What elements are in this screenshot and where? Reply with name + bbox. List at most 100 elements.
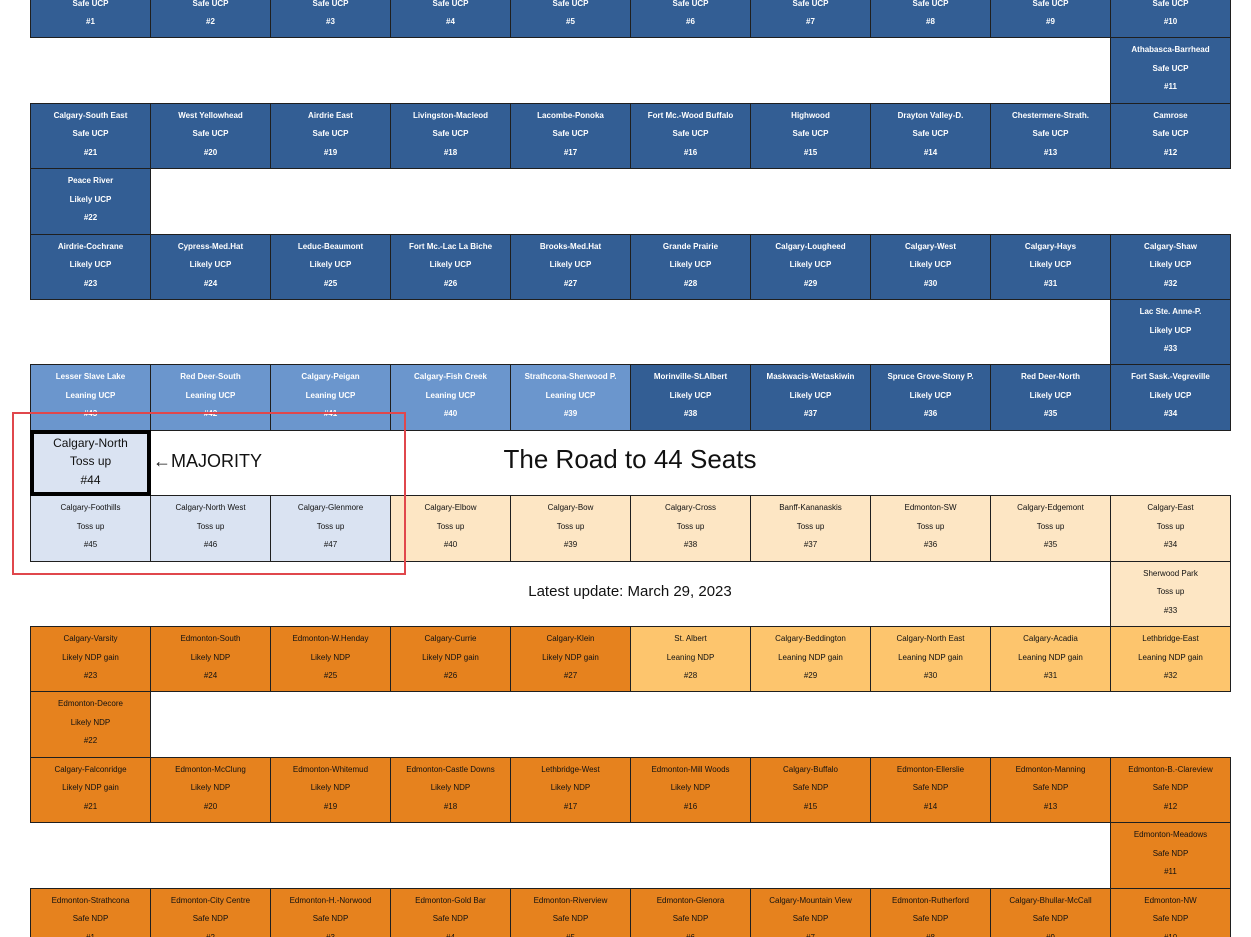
cell-num: #25 (323, 671, 338, 680)
cell-num: #5 (566, 17, 575, 26)
cell-num: #10 (1111, 929, 1230, 937)
cell-num: #27 (563, 278, 578, 288)
cell-name: Edmonton-SW (904, 503, 957, 513)
cell-status: Safe NDP (312, 914, 349, 924)
riding-cell: Airdrie East Safe UCP #19 (270, 102, 391, 170)
majority-annotation: ←MAJORITY (153, 451, 263, 471)
riding-cell: Lethbridge-East Leaning NDP gain #32 (1110, 626, 1231, 693)
cell-num: #40 (443, 540, 458, 550)
riding-cell: St. Albert Leaning NDP #28 (630, 626, 751, 693)
cell-name: Edmonton-Rutherford (892, 895, 969, 905)
cell-name: Livingston-Macleod (412, 110, 489, 120)
cell-status: Toss up (1036, 521, 1065, 531)
cell-status: Safe NDP (1032, 914, 1069, 924)
cell-status: Safe UCP (1152, 0, 1189, 8)
riding-cell: Calgary-Falconridge Likely NDP gain #21 (30, 756, 151, 824)
cell-status: Leaning UCP (545, 390, 596, 400)
cell-name: Edmonton-Glenora (656, 895, 725, 905)
riding-cell: Calgary-Glenmore Toss up #47 (270, 495, 391, 562)
cell-name: Cypress-Med.Hat (177, 241, 244, 251)
cell-name: Lethbridge-East (1142, 634, 1199, 643)
riding-cell: Edmonton-Manning Safe NDP #13 (990, 756, 1111, 824)
riding-cell: Safe UCP #6 (630, 0, 751, 39)
riding-cell: Calgary-Edgemont Toss up #35 (990, 495, 1111, 562)
cell-status: Leaning UCP (185, 390, 236, 400)
riding-cell: Cypress-Med.Hat Likely UCP #24 (150, 233, 271, 300)
riding-cell: Maskwacis-Wetaskiwin Likely UCP #37 (750, 364, 871, 431)
cell-status: Safe UCP (312, 0, 349, 8)
cell-status: Safe UCP (432, 129, 469, 139)
cell-status: Leaning NDP gain (898, 652, 963, 662)
cell-name: Edmonton-City Centre (170, 895, 251, 905)
riding-cell: Camrose Safe UCP #12 (1110, 102, 1231, 170)
riding-cell: Morinville-St.Albert Likely UCP #38 (630, 364, 751, 431)
riding-cell: Safe UCP #7 (750, 0, 871, 39)
riding-cell: Safe UCP #2 (150, 0, 271, 39)
riding-cell: Lacombe-Ponoka Safe UCP #17 (510, 102, 631, 170)
riding-cell: Strathcona-Sherwood P. Leaning UCP #39 (510, 364, 631, 431)
cell-num: #46 (203, 540, 218, 550)
riding-cell: Edmonton-Castle Downs Likely NDP #18 (390, 756, 511, 824)
cell-num: #10 (1163, 17, 1178, 26)
cell-status: Safe UCP (192, 129, 229, 139)
cell-num: #2 (206, 17, 215, 26)
cell-num: #1 (86, 17, 95, 26)
cell-num: #29 (803, 278, 818, 288)
cell-status: Safe UCP (312, 129, 349, 139)
cell-name: Maskwacis-Wetaskiwin (766, 372, 855, 382)
cell-name: Edmonton-Riverview (533, 895, 608, 905)
cell-status: Safe NDP (912, 783, 949, 793)
cell-num: #21 (83, 147, 98, 157)
riding-cell: Calgary-Beddington Leaning NDP gain #29 (750, 626, 871, 693)
cell-status: Likely UCP (909, 390, 952, 400)
cell-num: #39 (563, 409, 578, 419)
cell-num: #40 (443, 409, 458, 419)
cell-status: Likely NDP (70, 717, 111, 727)
cell-status: Likely UCP (669, 390, 712, 400)
cell-status: Safe NDP (192, 914, 229, 924)
cell-name: Calgary-Hays (1024, 241, 1077, 251)
cell-name: Athabasca-Barrhead (1131, 45, 1210, 55)
cell-num: #24 (203, 671, 218, 680)
cell-name: Calgary-Edgemont (1017, 503, 1084, 513)
cell-num: #45 (83, 540, 98, 550)
cell-status: Likely UCP (669, 260, 712, 270)
riding-cell: Calgary-Fish Creek Leaning UCP #40 (390, 364, 511, 431)
cell-num: #37 (803, 409, 818, 419)
cell-status: Safe UCP (1032, 129, 1069, 139)
cell-status: Likely NDP (310, 783, 351, 793)
cell-num: #9 (1046, 17, 1055, 26)
cell-name: Edmonton-Gold Bar (415, 895, 486, 905)
cell-name: Calgary-West (905, 241, 956, 251)
cell-status: Leaning NDP gain (778, 652, 843, 662)
cell-name: Spruce Grove-Stony P. (887, 372, 974, 382)
cell-status: Toss up (76, 521, 105, 531)
cell-num: #19 (323, 801, 338, 811)
cell-status: Safe NDP (432, 914, 469, 924)
cell-num: #47 (323, 540, 338, 550)
riding-cell: Edmonton-Mill Woods Likely NDP #16 (630, 756, 751, 824)
cell-num: #34 (1163, 409, 1178, 419)
cell-num: #23 (83, 278, 98, 288)
cell-name: Edmonton-McClung (175, 764, 246, 774)
riding-cell: Leduc-Beaumont Likely UCP #25 (270, 233, 391, 300)
cell-num: #13 (1043, 147, 1058, 157)
cell-num: #14 (923, 801, 938, 811)
riding-cell: Calgary-Lougheed Likely UCP #29 (750, 233, 871, 300)
cell-status: Leaning UCP (425, 390, 476, 400)
cell-name: Calgary-Bhullar-McCall (1009, 895, 1092, 905)
cell-status: Safe UCP (552, 129, 589, 139)
riding-cell: Safe UCP #8 (870, 0, 991, 39)
cell-name: Edmonton-Strathcona (51, 895, 130, 905)
cell-status: Safe UCP (672, 0, 709, 8)
cell-status: Safe UCP (672, 129, 709, 139)
cell-name: Sherwood Park (1143, 568, 1198, 578)
riding-cell: Calgary-South East Safe UCP #21 (30, 102, 151, 170)
riding-cell: Edmonton-McClung Likely NDP #20 (150, 756, 271, 824)
riding-cell: Highwood Safe UCP #15 (750, 102, 871, 170)
cell-status: Likely NDP (430, 783, 471, 793)
riding-cell: Calgary-North Toss up #44 (30, 429, 151, 497)
riding-cell: Edmonton-W.Henday Likely NDP #25 (270, 626, 391, 693)
cell-status: Likely UCP (789, 390, 832, 400)
cell-num: #38 (683, 540, 698, 550)
